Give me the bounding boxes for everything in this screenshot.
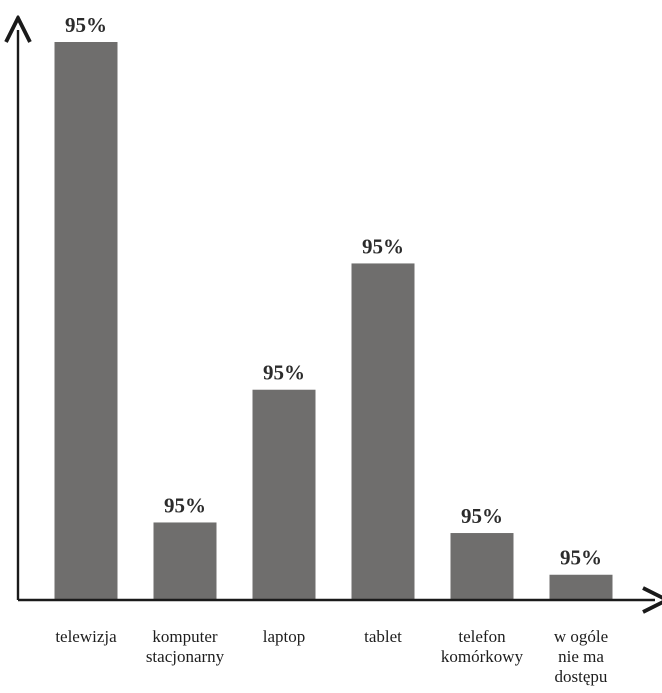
- data-label-3: 95%: [362, 234, 404, 258]
- data-label-5: 95%: [560, 546, 602, 570]
- bar-0: [54, 42, 118, 600]
- category-label-3: tablet: [364, 627, 402, 646]
- category-labels-group: telewizja komputer stacjonarny laptop tablet…: [55, 627, 608, 686]
- data-label-1: 95%: [164, 493, 206, 517]
- data-label-0: 95%: [65, 13, 107, 37]
- bar-1: [153, 522, 217, 600]
- bar-4: [450, 533, 514, 600]
- category-label-1: komputer stacjonarny: [146, 627, 225, 666]
- category-label-2: laptop: [263, 627, 306, 646]
- bars-group: [54, 42, 613, 600]
- data-label-4: 95%: [461, 504, 503, 528]
- category-label-4: telefon komórkowy: [441, 627, 524, 666]
- category-label-5: w ogóle nie ma dostępu: [554, 627, 608, 686]
- category-label-0: telewizja: [55, 627, 117, 646]
- data-labels-group: 95% 95% 95% 95% 95% 95%: [65, 13, 602, 570]
- bar-5: [549, 574, 613, 600]
- bar-2: [252, 389, 316, 600]
- data-label-2: 95%: [263, 361, 305, 385]
- bar-3: [351, 263, 415, 600]
